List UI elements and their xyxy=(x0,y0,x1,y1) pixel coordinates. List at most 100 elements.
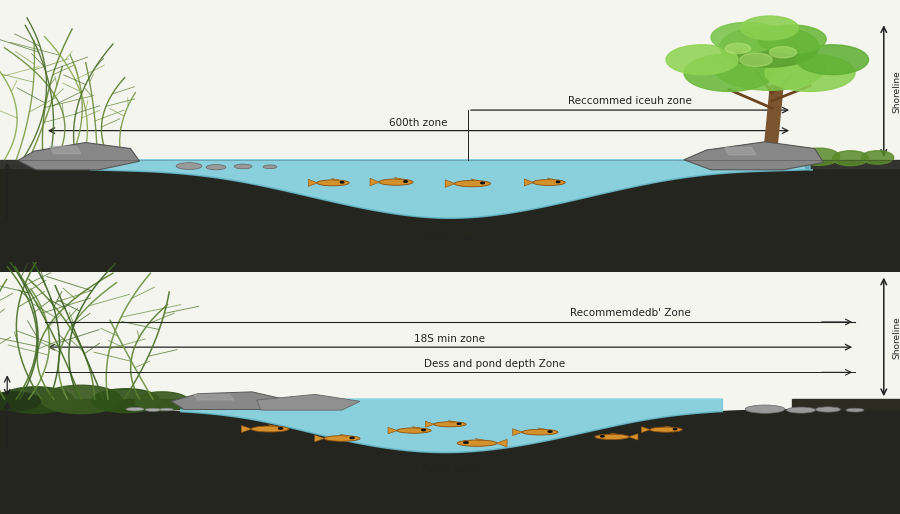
Polygon shape xyxy=(724,148,756,155)
Polygon shape xyxy=(388,427,398,434)
Circle shape xyxy=(481,182,484,183)
Polygon shape xyxy=(0,160,94,168)
Polygon shape xyxy=(194,394,234,400)
Text: Recommemdedb' Zone: Recommemdedb' Zone xyxy=(570,308,690,318)
Circle shape xyxy=(92,389,160,413)
Polygon shape xyxy=(331,178,338,180)
Circle shape xyxy=(714,44,825,90)
Circle shape xyxy=(340,181,344,183)
Circle shape xyxy=(770,47,796,58)
Polygon shape xyxy=(340,434,348,436)
Polygon shape xyxy=(806,160,900,168)
Ellipse shape xyxy=(160,408,173,411)
Ellipse shape xyxy=(317,180,349,186)
Ellipse shape xyxy=(745,405,785,413)
Polygon shape xyxy=(496,439,507,447)
Circle shape xyxy=(278,428,283,429)
Ellipse shape xyxy=(434,422,466,427)
Polygon shape xyxy=(268,425,276,427)
Ellipse shape xyxy=(815,407,841,412)
Text: 10th zone: 10th zone xyxy=(424,234,476,244)
Polygon shape xyxy=(448,420,455,423)
Polygon shape xyxy=(0,408,900,514)
Circle shape xyxy=(765,54,855,91)
Polygon shape xyxy=(684,142,824,170)
Ellipse shape xyxy=(650,427,682,432)
Polygon shape xyxy=(446,180,455,188)
Ellipse shape xyxy=(126,408,144,411)
Polygon shape xyxy=(370,178,380,186)
Text: Reccommed iceuh zone: Reccommed iceuh zone xyxy=(568,96,692,106)
Ellipse shape xyxy=(263,165,277,169)
Polygon shape xyxy=(525,179,534,186)
Polygon shape xyxy=(412,427,419,429)
Polygon shape xyxy=(628,434,638,440)
Polygon shape xyxy=(241,426,252,433)
Text: Shoreline: Shoreline xyxy=(892,70,900,113)
Circle shape xyxy=(758,25,826,53)
Polygon shape xyxy=(547,178,554,180)
Ellipse shape xyxy=(454,180,490,187)
Ellipse shape xyxy=(251,426,289,432)
Polygon shape xyxy=(610,433,617,435)
Polygon shape xyxy=(256,394,360,410)
Circle shape xyxy=(796,45,868,75)
Circle shape xyxy=(832,151,868,166)
Polygon shape xyxy=(394,177,401,179)
Circle shape xyxy=(741,16,798,40)
Polygon shape xyxy=(763,86,783,160)
Circle shape xyxy=(0,392,40,411)
Circle shape xyxy=(0,387,74,413)
Ellipse shape xyxy=(145,408,161,411)
Polygon shape xyxy=(309,179,318,187)
Circle shape xyxy=(600,436,604,437)
Circle shape xyxy=(770,151,806,166)
Circle shape xyxy=(464,442,468,443)
Text: Dess and pond depth Zone: Dess and pond depth Zone xyxy=(425,359,565,369)
Ellipse shape xyxy=(522,429,558,435)
Circle shape xyxy=(740,53,772,66)
Ellipse shape xyxy=(595,434,629,439)
Circle shape xyxy=(711,23,783,52)
Polygon shape xyxy=(90,160,813,218)
Polygon shape xyxy=(181,399,723,453)
Circle shape xyxy=(457,423,461,425)
Circle shape xyxy=(729,148,774,166)
Circle shape xyxy=(861,151,894,164)
Circle shape xyxy=(725,43,751,54)
Polygon shape xyxy=(171,392,288,410)
Circle shape xyxy=(422,429,426,431)
Ellipse shape xyxy=(234,164,252,169)
Ellipse shape xyxy=(397,428,431,433)
Text: Denn sone: Denn sone xyxy=(422,465,478,475)
Polygon shape xyxy=(642,427,651,433)
Circle shape xyxy=(556,181,560,182)
Polygon shape xyxy=(664,426,671,428)
Circle shape xyxy=(798,148,840,166)
Polygon shape xyxy=(426,421,435,427)
Ellipse shape xyxy=(324,435,360,442)
Text: Shoreline: Shoreline xyxy=(892,316,900,359)
Circle shape xyxy=(350,437,354,438)
Polygon shape xyxy=(0,399,198,409)
Polygon shape xyxy=(513,429,523,435)
Polygon shape xyxy=(471,179,479,181)
Circle shape xyxy=(720,26,819,67)
Ellipse shape xyxy=(379,179,413,185)
Circle shape xyxy=(700,150,740,166)
Polygon shape xyxy=(315,435,325,442)
Polygon shape xyxy=(18,142,140,170)
Circle shape xyxy=(548,431,552,432)
Polygon shape xyxy=(792,399,900,409)
Circle shape xyxy=(673,429,677,430)
Ellipse shape xyxy=(787,407,815,413)
Ellipse shape xyxy=(533,179,565,186)
Circle shape xyxy=(684,54,774,91)
Circle shape xyxy=(40,385,122,414)
Ellipse shape xyxy=(176,162,202,170)
Polygon shape xyxy=(50,146,81,154)
Circle shape xyxy=(135,392,189,411)
Circle shape xyxy=(666,45,738,75)
Polygon shape xyxy=(0,168,900,272)
Circle shape xyxy=(404,181,408,182)
